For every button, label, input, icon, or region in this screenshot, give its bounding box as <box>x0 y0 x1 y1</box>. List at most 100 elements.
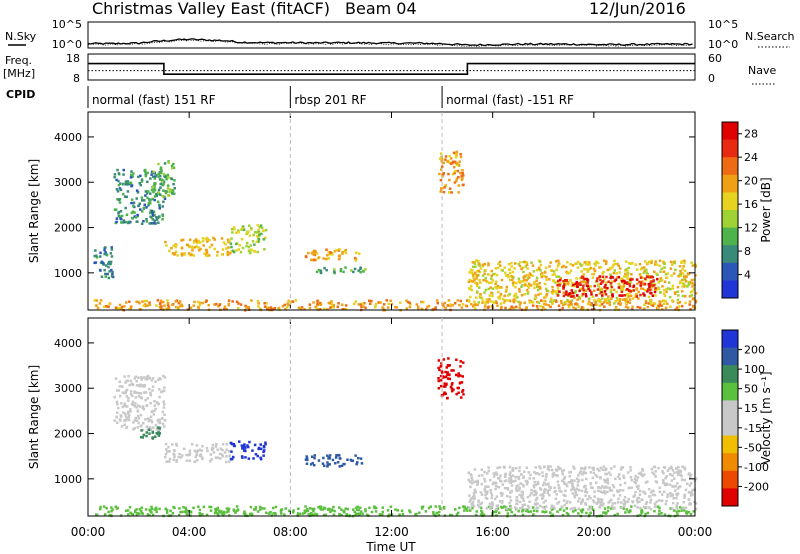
heatmap-cell <box>194 455 198 459</box>
heatmap-cell <box>649 501 652 504</box>
heatmap-cell <box>443 391 446 394</box>
heatmap-cell <box>172 505 175 509</box>
colorbar-swatch <box>722 227 738 246</box>
heatmap-cell <box>454 302 457 305</box>
heatmap-cell <box>467 280 471 284</box>
heatmap-cell <box>669 260 673 264</box>
heatmap-cell <box>471 274 475 277</box>
heatmap-cell <box>675 471 679 474</box>
heatmap-cell <box>520 285 523 288</box>
heatmap-cell <box>606 298 610 301</box>
heatmap-cell <box>133 215 136 218</box>
heatmap-cell <box>550 290 554 294</box>
heatmap-cell <box>643 294 646 297</box>
heatmap-cell <box>619 285 623 289</box>
heatmap-cell <box>488 297 491 301</box>
heatmap-cell <box>672 501 675 505</box>
heatmap-cell <box>538 260 542 263</box>
heatmap-cell <box>591 272 594 276</box>
heatmap-cell <box>314 305 317 309</box>
heatmap-cell <box>500 493 504 496</box>
heatmap-cell <box>589 497 592 500</box>
heatmap-cell <box>359 267 362 271</box>
heatmap-cell <box>338 512 341 516</box>
heatmap-cell <box>142 421 145 425</box>
heatmap-cell <box>555 493 558 496</box>
heatmap-cell <box>532 486 536 489</box>
heatmap-cell <box>260 447 263 451</box>
heatmap-cell <box>601 280 605 283</box>
heatmap-cell <box>628 295 631 298</box>
heatmap-cell <box>599 490 603 493</box>
heatmap-cell <box>658 486 662 489</box>
heatmap-cell <box>302 512 305 515</box>
heatmap-cell <box>156 200 160 204</box>
heatmap-cell <box>248 440 251 444</box>
heatmap-cell <box>481 301 484 304</box>
heatmap-cell <box>221 253 224 256</box>
heatmap-cell <box>663 294 667 297</box>
heatmap-cell <box>247 245 251 249</box>
heatmap-cell <box>485 492 489 495</box>
heatmap-cell <box>637 472 641 475</box>
heatmap-cell <box>509 299 512 303</box>
heatmap-cell <box>477 501 480 504</box>
heatmap-cell <box>499 474 502 477</box>
heatmap-cell <box>596 467 599 471</box>
heatmap-cell <box>179 300 182 303</box>
colorbar-label: Velocity [m s⁻¹] <box>759 371 773 464</box>
heatmap-cell <box>628 511 631 514</box>
heatmap-cell <box>503 294 506 297</box>
heatmap-cell <box>146 374 150 378</box>
heatmap-cell <box>130 402 134 406</box>
heatmap-cell <box>495 509 498 512</box>
heatmap-cell <box>525 466 528 469</box>
heatmap-cell <box>480 493 484 496</box>
heatmap-cell <box>356 508 359 512</box>
heatmap-cell <box>649 491 653 494</box>
heatmap-cell <box>457 386 460 390</box>
heatmap-cell <box>450 383 454 386</box>
heatmap-cell <box>189 306 193 309</box>
heatmap-cell <box>604 288 608 291</box>
heatmap-cell <box>162 406 166 409</box>
heatmap-cell <box>624 511 627 514</box>
heatmap-cell <box>513 506 517 509</box>
heatmap-cell <box>448 187 452 190</box>
heatmap-cell <box>110 268 113 272</box>
heatmap-cell <box>633 494 637 497</box>
heatmap-cell <box>691 264 694 267</box>
heatmap-cell <box>327 250 330 254</box>
heatmap-cell <box>557 465 560 469</box>
heatmap-cell <box>478 505 481 509</box>
heatmap-cell <box>580 294 584 298</box>
heatmap-cell <box>631 500 635 504</box>
heatmap-cell <box>634 263 637 266</box>
heatmap-cell <box>209 505 213 509</box>
heatmap-cell <box>457 164 461 167</box>
heatmap-cell <box>487 305 490 309</box>
heatmap-cell <box>389 299 392 302</box>
heatmap-cell <box>562 294 566 298</box>
heatmap-cell <box>496 304 499 307</box>
heatmap-cell <box>650 259 653 263</box>
heatmap-cell <box>230 458 233 461</box>
heatmap-cell <box>523 503 527 506</box>
heatmap-cell <box>114 377 118 380</box>
heatmap-cell <box>577 479 581 482</box>
heatmap-cell <box>612 271 616 275</box>
heatmap-cell <box>687 510 691 514</box>
heatmap-cell <box>319 269 323 273</box>
heatmap-cell <box>127 399 130 402</box>
heatmap-cell <box>503 299 506 302</box>
heatmap-cell <box>159 193 162 196</box>
heatmap-cell <box>687 491 691 494</box>
heatmap-cell <box>544 483 548 486</box>
heatmap-cell <box>646 511 650 515</box>
heatmap-cell <box>526 277 530 280</box>
heatmap-cell <box>622 285 626 288</box>
heatmap-cell <box>484 493 487 497</box>
heatmap-cell <box>581 287 585 290</box>
heatmap-cell <box>675 505 678 508</box>
heatmap-cell <box>469 509 472 512</box>
